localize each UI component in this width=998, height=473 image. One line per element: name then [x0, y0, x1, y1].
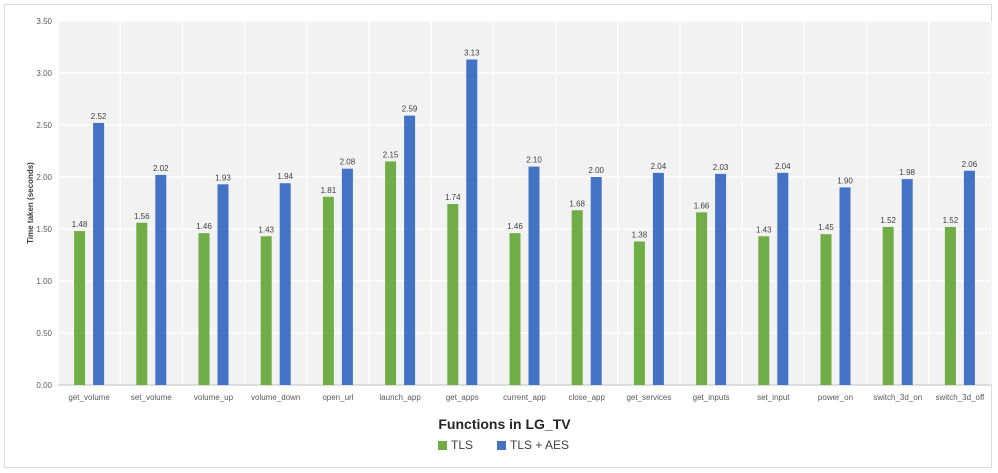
- bar-tls: [322, 196, 334, 385]
- x-tick-label: volume_up: [194, 393, 234, 402]
- data-label: 2.08: [340, 158, 356, 167]
- data-label: 2.03: [713, 163, 729, 172]
- data-label: 1.66: [694, 201, 710, 210]
- data-label: 2.04: [775, 162, 791, 171]
- bar-tls-aes: [590, 177, 602, 385]
- bar-tls: [820, 234, 832, 385]
- data-label: 2.52: [91, 112, 107, 121]
- legend-label-tls: TLS: [451, 438, 473, 452]
- bar-tls-aes: [777, 172, 789, 385]
- x-tick-label: volume_down: [251, 393, 300, 402]
- data-label: 1.45: [818, 223, 834, 232]
- legend-swatch-tls: [438, 441, 447, 450]
- y-tick-label: 1.00: [36, 277, 52, 286]
- legend-swatch-tls-aes: [497, 441, 506, 450]
- x-tick-label: switch_3d_off: [936, 393, 986, 402]
- data-label: 2.15: [383, 150, 399, 159]
- data-label: 2.10: [526, 156, 542, 165]
- plot-area: [58, 21, 991, 385]
- x-tick-label: current_app: [503, 393, 546, 402]
- data-label: 2.59: [402, 105, 418, 114]
- data-label: 1.38: [632, 230, 648, 239]
- y-tick-label: 2.00: [36, 173, 52, 182]
- data-label: 1.52: [943, 216, 959, 225]
- x-axis-title: Functions in LG_TV: [438, 416, 571, 432]
- data-label: 1.93: [215, 173, 231, 182]
- data-label: 2.02: [153, 164, 169, 173]
- bar-tls-aes: [963, 170, 975, 385]
- x-tick-label: open_url: [322, 393, 353, 402]
- data-label: 1.46: [507, 222, 523, 231]
- bar-tls-aes: [901, 179, 913, 385]
- y-tick-label: 0.00: [36, 381, 52, 390]
- bar-tls-aes: [279, 183, 291, 385]
- data-label: 1.81: [321, 186, 337, 195]
- data-label: 3.13: [464, 48, 480, 57]
- data-label: 1.98: [899, 168, 915, 177]
- y-tick-label: 3.50: [36, 17, 52, 26]
- x-tick-label: close_app: [568, 393, 605, 402]
- x-tick-label: get_apps: [446, 393, 479, 402]
- data-label: 1.68: [569, 199, 585, 208]
- data-label: 1.43: [258, 225, 274, 234]
- y-tick-label: 3.00: [36, 69, 52, 78]
- y-tick-label: 0.50: [36, 329, 52, 338]
- bar-tls-aes: [466, 59, 478, 385]
- bar-tls: [882, 226, 894, 385]
- bar-tls: [944, 226, 956, 385]
- bar-tls: [758, 236, 770, 385]
- bar-tls: [74, 231, 86, 385]
- data-label: 1.46: [196, 222, 212, 231]
- x-tick-label: get_inputs: [693, 393, 730, 402]
- data-label: 1.94: [277, 172, 293, 181]
- data-label: 2.00: [588, 166, 604, 175]
- x-tick-label: power_on: [818, 393, 853, 402]
- bar-tls: [385, 161, 397, 385]
- bar-tls: [509, 233, 521, 385]
- y-axis-title: Time taken (seconds): [26, 162, 35, 244]
- data-label: 1.48: [72, 220, 88, 229]
- bar-tls-aes: [93, 122, 105, 386]
- data-label: 1.43: [756, 225, 772, 234]
- bar-tls-aes: [341, 168, 353, 385]
- data-label: 1.52: [880, 216, 896, 225]
- data-label: 1.74: [445, 193, 461, 202]
- data-label: 1.56: [134, 212, 150, 221]
- bar-tls-aes: [528, 166, 540, 385]
- bar-tls: [447, 204, 459, 385]
- bar-tls-aes: [839, 187, 851, 385]
- data-label: 2.04: [651, 162, 667, 171]
- y-tick-label: 2.50: [36, 121, 52, 130]
- x-tick-label: set_volume: [131, 393, 172, 402]
- x-tick-label: get_volume: [68, 393, 110, 402]
- bar-tls-aes: [652, 172, 664, 385]
- bar-tls: [571, 210, 583, 385]
- data-label: 1.90: [837, 176, 853, 185]
- bar-tls-aes: [217, 184, 229, 385]
- x-tick-label: set_input: [757, 393, 790, 402]
- legend-label-tls-aes: TLS + AES: [510, 438, 569, 452]
- bar-tls: [696, 212, 708, 385]
- x-tick-label: launch_app: [379, 393, 421, 402]
- y-tick-label: 1.50: [36, 225, 52, 234]
- bar-tls: [633, 241, 645, 385]
- bar-tls-aes: [404, 115, 416, 385]
- x-tick-label: get_services: [626, 393, 671, 402]
- bar-tls-aes: [155, 174, 167, 385]
- data-label: 2.06: [962, 160, 978, 169]
- bar-tls: [198, 233, 210, 385]
- bar-tls: [260, 236, 272, 385]
- bar-tls: [136, 222, 148, 385]
- x-tick-label: switch_3d_on: [873, 393, 922, 402]
- bar-tls-aes: [715, 173, 727, 385]
